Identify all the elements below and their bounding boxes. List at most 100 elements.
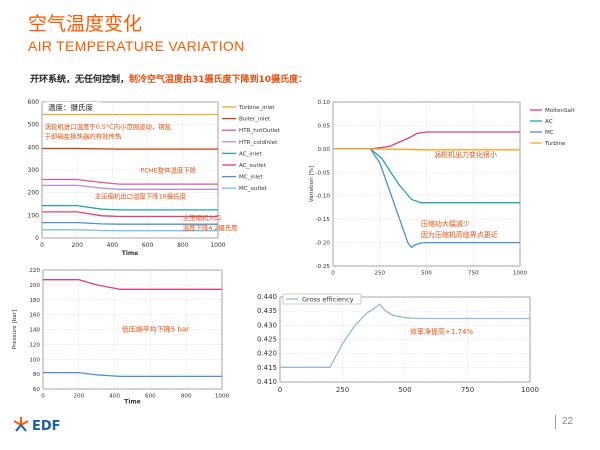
temperature-x-tick-label: 400 (107, 242, 119, 249)
efficiency-x-tick-label: 750 (461, 386, 474, 394)
pressure-y-tick-label: 60 (33, 387, 41, 393)
temperature-chart: 0 100 200 300 400 500 600 0 200 400 600 800 1000 Turb… (28, 99, 281, 257)
variation-y-tick-label: 0.10 (318, 100, 331, 106)
efficiency-annotation: 效率净提高+1.74% (410, 327, 473, 336)
variation-y-tick-label: -0.15 (316, 217, 331, 223)
variation-x-tick-label: 0 (331, 271, 335, 277)
pressure-series-high-pressure (43, 279, 222, 290)
efficiency-y-tick-label: 0.420 (257, 350, 277, 358)
edf-logo-mark: EDF (13, 417, 61, 434)
temperature-x-tick-label: 600 (142, 242, 154, 249)
efficiency-legend-box (282, 293, 362, 305)
efficiency-series-gross-efficiency (280, 303, 530, 368)
efficiency-x-tick-label: 1000 (521, 386, 539, 394)
temperature-annotation: 主压缩机入口 (183, 213, 221, 222)
temperature-series-mc-inlet (42, 221, 218, 225)
efficiency-x-tick-label: 250 (336, 386, 349, 394)
pressure-y-tick-label: 80 (33, 372, 41, 378)
temperature-legend-label: HTR_coldInlet (239, 140, 278, 146)
variation-annotation: 因为压缩机高临界点更近 (421, 230, 498, 239)
temperature-annotation: 主压缩机出口温度下降16摄氏度 (95, 191, 187, 200)
slide-title-en: AIR TEMPERATURE VARIATION (28, 38, 245, 54)
temperature-annotation: PCHE整体温度下降 (141, 165, 197, 174)
pressure-y-tick-label: 160 (29, 313, 40, 319)
temperature-legend-label: MC_outlet (239, 186, 268, 192)
temperature-legend-label: Boiler_inlet (239, 117, 271, 123)
efficiency-y-tick-label: 0.430 (257, 321, 277, 329)
temperature-legend-label: Turbine_inlet (238, 105, 275, 111)
variation-annotation: 压缩功大幅减少 (421, 219, 470, 228)
temperature-series-ac-outlet (42, 211, 218, 218)
variation-y-tick-label: -0.10 (316, 194, 331, 200)
pressure-series-low-pressure (43, 371, 222, 378)
temperature-series-mc-outlet (42, 229, 218, 232)
edf-logo-text: EDF (32, 419, 61, 434)
temperature-y-tick-label: 100 (28, 212, 40, 219)
variation-legend-label: MoltenSalt (545, 108, 576, 114)
variation-y-tick-label: -0.20 (316, 241, 331, 247)
variation-y-tick-label: -0.25 (316, 264, 331, 270)
temperature-chart-title: 温度：摄氏度 (48, 102, 93, 112)
pressure-x-tick-label: 0 (41, 394, 45, 400)
variation-y-tick-label: 0.00 (318, 147, 331, 153)
temperature-series-htr-coldinlet (42, 184, 218, 190)
efficiency-y-tick-label: 0.435 (257, 307, 277, 315)
temperature-series-boiler-inlet (42, 147, 218, 150)
efficiency-y-tick-label: 0.410 (257, 378, 277, 386)
pressure-x-tick-label: 200 (73, 394, 84, 400)
pressure-y-tick-label: 120 (29, 342, 40, 348)
pressure-y-tick-label: 180 (29, 298, 40, 304)
temperature-y-tick-label: 300 (28, 167, 40, 174)
page-number: 22 (562, 416, 574, 427)
variation-y-tick-label: -0.05 (316, 170, 331, 176)
variation-y-tick-label: 0.05 (318, 123, 331, 129)
variation-series-mc (333, 148, 520, 249)
temperature-x-axis-label: Time (122, 250, 138, 257)
pressure-y-tick-label: 220 (29, 268, 40, 274)
variation-legend-label: Turbine (544, 141, 566, 147)
variation-series-turbine (333, 148, 520, 151)
temperature-legend-label: AC_inlet (239, 151, 263, 157)
efficiency-x-tick-label: 0 (278, 386, 282, 394)
efficiency-y-tick-label: 0.415 (257, 364, 277, 372)
pressure-x-tick-label: 400 (109, 394, 120, 400)
temperature-legend-label: AC_outlet (239, 163, 267, 169)
pressure-y-axis-label: Pressure [bar] (12, 310, 18, 349)
temperature-y-tick-label: 0 (35, 235, 39, 242)
variation-x-tick-label: 500 (421, 271, 432, 277)
page-separator (555, 415, 556, 429)
efficiency-x-tick-label: 500 (398, 386, 411, 394)
temperature-y-tick-label: 400 (28, 144, 40, 151)
variation-legend-label: MC (545, 130, 554, 136)
temperature-legend-label: MC_inlet (239, 175, 264, 181)
slide-subtitle: 开环系统，无任何控制，制冷空气温度由31摄氏度下降到10摄氏度： (30, 72, 307, 85)
variation-x-tick-label: 750 (468, 271, 479, 277)
temperature-y-tick-label: 600 (28, 99, 40, 106)
temperature-x-tick-label: 200 (71, 242, 83, 249)
temperature-annotation: 于即融盐换热器的有效传热 (45, 132, 122, 141)
temperature-x-tick-label: 800 (177, 242, 189, 249)
variation-x-tick-label: 1000 (513, 271, 528, 277)
pressure-x-tick-label: 1000 (215, 394, 230, 400)
pressure-annotation: 低压端平均下降5 bar (122, 325, 189, 334)
edf-logo: EDF (12, 414, 68, 440)
efficiency-y-tick-label: 0.440 (257, 293, 277, 301)
variation-x-tick-label: 250 (374, 271, 385, 277)
temperature-series-ac-inlet (42, 204, 218, 211)
efficiency-y-tick-label: 0.425 (257, 336, 277, 344)
temperature-annotation: 涡轮机进口温度于0.5°C内小范围波动，钢盐 (45, 122, 172, 131)
temperature-annotation: 温度下降4.2摄氏度 (183, 223, 239, 232)
temperature-title-bg (45, 102, 101, 112)
subtitle-prefix: 开环系统，无任何控制， (30, 75, 130, 85)
subtitle-highlight: 制冷空气温度由31摄氏度下降到10摄氏度： (129, 75, 308, 85)
temperature-series-htr-hotoutlet (42, 178, 218, 185)
temperature-x-tick-label: 1000 (210, 242, 225, 249)
temperature-legend-label: HTR_hotOutlet (239, 128, 281, 134)
pressure-y-tick-label: 200 (29, 283, 40, 289)
temperature-y-tick-label: 200 (28, 190, 40, 197)
temperature-x-tick-label: 0 (40, 242, 44, 249)
variation-chart: 0.10 0.05 0.00 -0.05 -0.10 -0.15 -0.20 -0.250 25… (309, 100, 576, 277)
pressure-x-tick-label: 800 (181, 394, 192, 400)
efficiency-legend-label: Gross efficiency (302, 296, 354, 304)
